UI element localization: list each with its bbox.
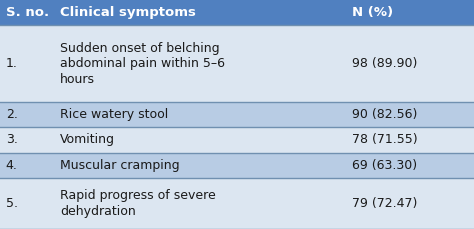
Text: Rapid progress of severe
dehydration: Rapid progress of severe dehydration xyxy=(60,189,216,218)
Text: Rice watery stool: Rice watery stool xyxy=(60,108,168,121)
Text: 2.: 2. xyxy=(6,108,18,121)
Text: 4.: 4. xyxy=(6,159,18,172)
Text: 1.: 1. xyxy=(6,57,18,70)
Text: Vomiting: Vomiting xyxy=(60,134,115,146)
Bar xyxy=(0,178,474,229)
Text: 78 (71.55): 78 (71.55) xyxy=(352,134,417,146)
Bar xyxy=(0,0,474,25)
Text: 5.: 5. xyxy=(6,197,18,210)
Text: 3.: 3. xyxy=(6,134,18,146)
Text: 90 (82.56): 90 (82.56) xyxy=(352,108,417,121)
Text: Sudden onset of belching
abdominal pain within 5–6
hours: Sudden onset of belching abdominal pain … xyxy=(60,42,225,86)
Bar xyxy=(0,127,474,153)
Bar xyxy=(0,25,474,102)
Text: S. no.: S. no. xyxy=(6,6,49,19)
Text: 79 (72.47): 79 (72.47) xyxy=(352,197,417,210)
Bar xyxy=(0,153,474,178)
Text: 69 (63.30): 69 (63.30) xyxy=(352,159,417,172)
Text: 98 (89.90): 98 (89.90) xyxy=(352,57,417,70)
Bar xyxy=(0,102,474,127)
Text: Muscular cramping: Muscular cramping xyxy=(60,159,180,172)
Text: Clinical symptoms: Clinical symptoms xyxy=(60,6,196,19)
Text: N (%): N (%) xyxy=(352,6,393,19)
